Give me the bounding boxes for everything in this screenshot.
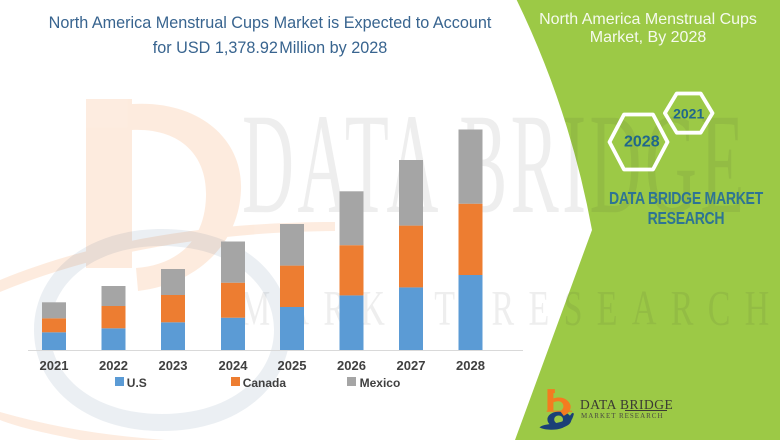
svg-text:2021: 2021 [673,106,704,122]
svg-text:2028: 2028 [624,134,660,151]
